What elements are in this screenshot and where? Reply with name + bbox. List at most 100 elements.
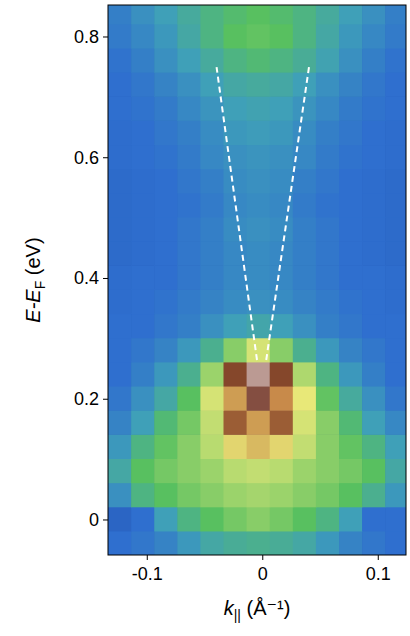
heat-cell [339,531,363,555]
heat-cell [247,120,271,145]
heat-cell [247,48,271,73]
y-tick-label: 0.8 [74,27,99,47]
heat-cell [385,314,406,339]
heat-cell [362,169,386,194]
heat-cell [362,362,386,387]
heat-cell [293,217,317,242]
y-tick-label: 0.4 [74,268,99,288]
heat-cell [247,531,271,555]
heat-cell [339,120,363,145]
heat-cell [131,434,155,459]
heat-cell [247,169,271,194]
heat-cell [293,458,317,483]
heat-cell [154,169,178,194]
heat-cell [339,24,363,49]
heat-cell [362,241,386,266]
heat-cell [200,217,224,242]
heat-cell [247,5,271,24]
heat-cell [293,434,317,459]
heat-cell [154,362,178,387]
heat-cell [270,265,294,290]
y-tick [103,399,108,400]
heat-cell [247,96,271,121]
heat-cell [293,338,317,363]
heat-cell [108,24,132,49]
heat-cell [131,5,155,24]
chart: 00.20.40.60.8-0.100.1k|| (Å⁻¹)E-EF (eV) [0,0,410,636]
heat-cell [131,362,155,387]
y-tick [103,36,108,37]
heat-cell [293,265,317,290]
dashed-guide [266,67,309,360]
heat-cell [316,24,340,49]
heat-cell [108,531,132,555]
heat-cell [385,410,406,435]
heat-cell [224,362,248,387]
heat-cell [177,5,201,24]
heat-cell [177,144,201,169]
y-tick [103,157,108,158]
heat-cell [293,314,317,339]
heat-cell [224,386,248,411]
heat-cell [339,193,363,218]
heat-cell [316,193,340,218]
heat-cell [339,483,363,508]
heat-cell [362,48,386,73]
heat-cell [224,72,248,97]
heat-cell [108,410,132,435]
heat-cell [200,386,224,411]
heat-cell [270,241,294,266]
heat-cell [224,458,248,483]
heat-cell [362,5,386,24]
heat-cell [131,96,155,121]
heat-cell [362,144,386,169]
heat-cell [224,96,248,121]
heat-cell [224,338,248,363]
heat-cell [316,217,340,242]
x-tick [262,555,263,560]
heat-cell [200,362,224,387]
heat-cell [131,48,155,73]
heat-cell [339,144,363,169]
heat-cell [108,338,132,363]
heat-cell [177,48,201,73]
y-axis-title-unit: (eV) [22,237,44,280]
heat-cell [316,507,340,532]
heat-cell [339,72,363,97]
heat-cell [270,144,294,169]
heat-cell [362,193,386,218]
heat-cell [177,434,201,459]
heat-cell [247,241,271,266]
heat-cell [200,241,224,266]
heat-cell [339,338,363,363]
heat-cell [247,144,271,169]
heat-cell [316,120,340,145]
heat-cell [339,507,363,532]
heat-cell [247,410,271,435]
heat-cell [177,531,201,555]
heat-cell [177,483,201,508]
heat-cell [177,120,201,145]
heat-cell [177,362,201,387]
heat-cell [316,5,340,24]
heat-cell [247,362,271,387]
heat-cell [224,531,248,555]
heat-cell [154,434,178,459]
heat-cell [316,362,340,387]
x-axis-title: k|| (Å⁻¹) [224,597,291,623]
heat-cell [177,96,201,121]
heat-cell [177,507,201,532]
heat-cell [293,72,317,97]
heat-cell [131,338,155,363]
heat-cell [247,434,271,459]
y-tick [103,519,108,520]
heat-cell [224,217,248,242]
heat-cell [270,507,294,532]
heat-cell [316,386,340,411]
heat-cell [108,386,132,411]
heat-cell [108,96,132,121]
heat-cell [224,5,248,24]
heat-cell [131,72,155,97]
heat-cell [200,314,224,339]
heat-cell [293,169,317,194]
